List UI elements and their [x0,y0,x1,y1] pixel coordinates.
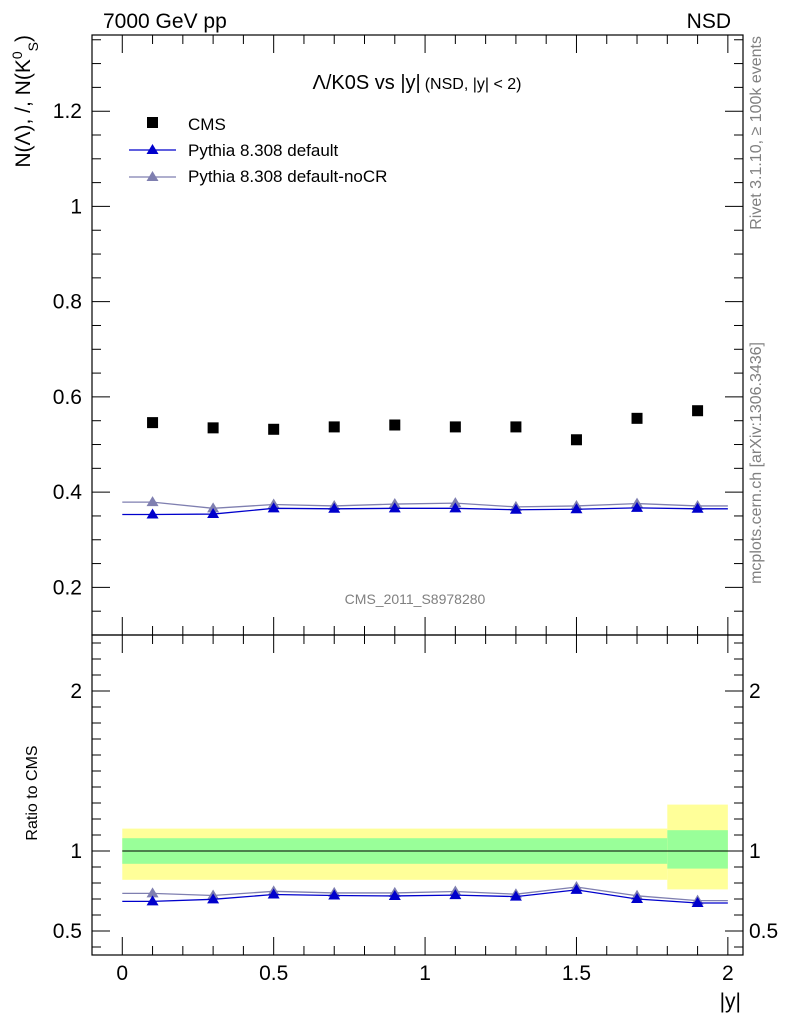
legend: CMS Pythia 8.308 default Pythia 8.308 de… [129,115,387,186]
data-point-cms [328,421,340,433]
rivet-label: Rivet 3.1.10, ≥ 100k events [748,36,765,230]
data-point-default [509,503,522,514]
ratio-y-tick-label: 0.5 [53,920,82,943]
data-point-default [388,502,401,513]
data-point-default [328,502,341,513]
ratio-point-default [570,883,583,894]
chart-title: Λ/K0S vs |y| (NSD, |y| < 2) [312,72,521,94]
uncertainty-band-inner [667,830,728,869]
ratio-point-default [631,893,644,903]
ratio-line-default [122,889,728,904]
header-right: NSD [687,10,731,33]
data-point-cms [147,417,159,429]
x-tick-label: 0 [116,962,128,985]
main-y-label: N(Λ), /, N(K0S) [9,35,41,168]
ratio-y-tick-label: 1 [70,840,82,863]
data-point-nocr [207,502,220,513]
y-tick-label: 0.6 [53,386,82,409]
data-point-default [146,508,159,519]
legend-label-default: Pythia 8.308 default [188,141,339,160]
y-tick-label: 1 [70,195,82,218]
data-point-default [267,502,280,513]
ratio-point-default [388,889,401,900]
legend-marker-nocr [146,171,159,181]
mcplots-label: mcplots.cern.ch [arXiv:1306.3436] [748,342,765,584]
data-point-cms [570,434,582,446]
ratio-point-default [207,893,220,904]
x-axis-label: |y| [720,990,741,1013]
legend-label-nocr: Pythia 8.308 default-noCR [188,167,387,186]
legend-marker-cms [147,117,158,128]
ratio-point-default [691,897,704,907]
ratio-point-default [146,895,159,906]
data-point-default [691,502,704,513]
data-point-default [449,502,462,513]
ratio-y-tick-label-right: 2 [749,680,761,703]
series-line-default [122,507,728,516]
ratio-point-default [267,888,280,899]
data-point-cms [207,422,219,434]
data-point-nocr [146,496,159,507]
y-tick-label: 0.4 [53,481,83,504]
series-line-nocr [122,501,728,509]
x-tick-label: 1 [419,962,431,985]
ratio-plot-frame [91,634,744,956]
analysis-watermark: CMS_2011_S8978280 [345,591,486,607]
ratio-point-default [449,889,462,900]
data-point-default [570,503,583,514]
y-tick-label: 1.2 [53,100,82,123]
ratio-y-tick-label: 2 [70,680,82,703]
legend-marker-default [146,144,159,154]
x-tick-label: 2 [722,962,734,985]
data-point-cms [449,421,461,433]
data-point-cms [692,405,704,417]
ratio-point-nocr [146,887,159,898]
main-panel: 0.2 0.4 0.6 0.8 1 1.2 [53,34,744,636]
ratio-line-nocr [122,886,728,902]
y-tick-label: 0.8 [53,291,82,314]
x-tick-label: 0.5 [259,962,288,985]
data-point-cms [510,421,522,433]
header-left: 7000 GeV pp [103,10,227,33]
legend-label-cms: CMS [188,115,226,134]
data-point-default [631,501,644,512]
data-point-default [207,508,220,519]
ratio-y-tick-label-right: 1 [749,840,761,863]
data-point-cms [631,412,643,424]
ratio-point-default [328,889,341,900]
ratio-y-tick-label-right: 0.5 [749,920,778,943]
data-point-cms [389,419,401,431]
ratio-point-default [509,890,522,901]
y-tick-label: 0.2 [53,576,82,599]
ratio-y-label: Ratio to CMS [24,745,41,840]
data-point-cms [268,423,280,435]
data-point-nocr [449,497,462,508]
ratio-panel: 0 0.5 1 1.5 2 0.5 0.5 1 1 2 2 [53,634,778,985]
x-tick-label: 1.5 [562,962,591,985]
